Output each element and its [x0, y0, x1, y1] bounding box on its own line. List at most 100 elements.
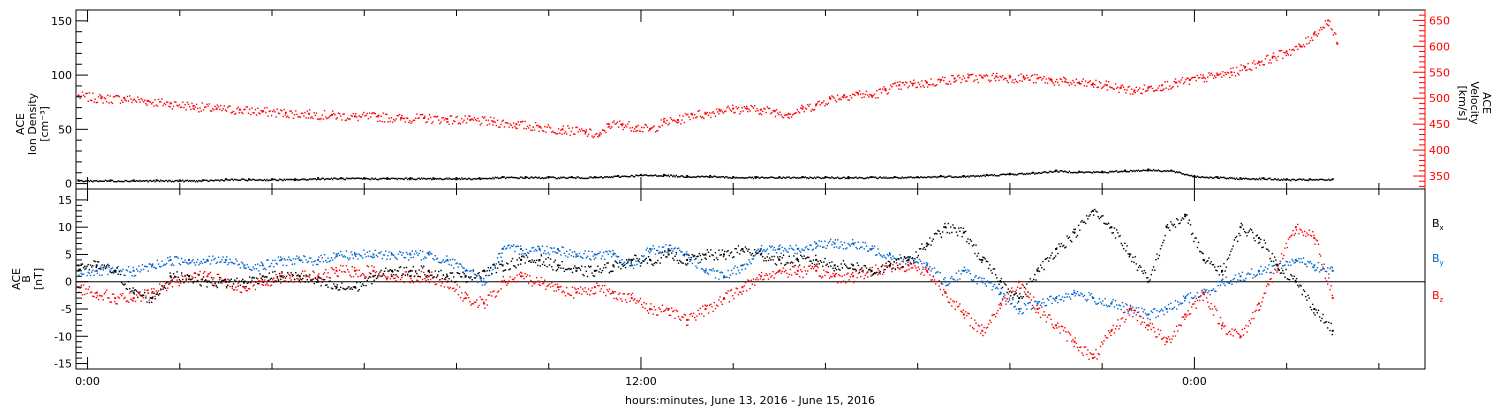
density-sample: [525, 176, 528, 179]
density-sample: [398, 177, 401, 180]
bz-sample: [401, 276, 403, 279]
by-sample: [367, 255, 370, 257]
by-sample: [1256, 274, 1259, 276]
bz-sample: [772, 270, 774, 273]
density-sample: [722, 175, 725, 178]
velocity-sample: [947, 83, 950, 85]
velocity-sample: [1211, 74, 1214, 76]
density-sample: [1248, 178, 1250, 180]
by-sample: [695, 265, 697, 267]
velocity-sample: [1050, 77, 1052, 80]
by-sample: [117, 265, 119, 268]
bz-sample: [370, 276, 372, 279]
bz-sample: [755, 278, 757, 281]
density-sample: [141, 180, 144, 182]
bz-sample: [651, 308, 653, 311]
density-sample: [1136, 170, 1139, 172]
velocity-sample: [1023, 78, 1026, 81]
density-sample: [670, 174, 673, 176]
velocity-sample: [161, 98, 163, 100]
bz-sample: [640, 303, 643, 306]
velocity-sample: [894, 82, 897, 84]
bz-sample: [981, 324, 983, 326]
by-sample: [778, 245, 780, 248]
velocity-sample: [997, 76, 999, 78]
density-sample: [1075, 172, 1078, 174]
by-sample: [1059, 298, 1061, 301]
by-sample: [1322, 266, 1324, 268]
bz-point-45: [907, 264, 910, 267]
bz-sample: [420, 270, 423, 273]
bz-sample: [122, 292, 124, 295]
velocity-sample: [576, 126, 578, 128]
density-sample: [1258, 177, 1261, 179]
velocity-sample: [1286, 52, 1289, 55]
by-sample: [883, 254, 885, 257]
by-sample: [1163, 313, 1165, 316]
bz-sample: [328, 276, 330, 279]
velocity-sample: [270, 114, 273, 117]
bz-sample: [157, 290, 160, 292]
bz-sample: [923, 274, 925, 276]
by-sample: [756, 249, 758, 252]
density-sample: [1087, 171, 1089, 173]
velocity-sample: [503, 126, 506, 128]
bx-sample: [283, 280, 285, 282]
bz-sample: [1299, 228, 1301, 230]
by-sample: [1167, 303, 1170, 306]
by-sample: [411, 250, 413, 252]
velocity-sample: [691, 114, 694, 116]
bx-point-21: [464, 275, 467, 278]
by-sample: [399, 251, 402, 254]
velocity-sample: [497, 126, 500, 128]
velocity-sample: [103, 97, 106, 99]
velocity-sample: [423, 117, 425, 119]
density-sample: [457, 178, 460, 180]
by-sample: [1159, 310, 1162, 312]
velocity-sample: [907, 86, 909, 89]
bx-sample: [266, 276, 268, 278]
velocity-sample: [154, 99, 156, 101]
bz-sample: [988, 323, 990, 325]
velocity-sample: [1167, 88, 1170, 91]
bz-sample: [801, 270, 803, 273]
density-sample: [841, 177, 843, 179]
bz-sample: [1235, 330, 1238, 333]
by-sample: [1292, 260, 1294, 262]
bz-sample: [366, 264, 368, 267]
density-sample: [1210, 176, 1212, 179]
bz-sample: [1127, 310, 1129, 312]
velocity-sample: [164, 103, 167, 106]
velocity-sample: [439, 122, 441, 125]
bz-sample: [570, 294, 573, 297]
by-sample: [560, 254, 562, 256]
bx-sample: [244, 280, 246, 282]
by-sample: [404, 256, 407, 259]
bz-sample: [1305, 235, 1307, 238]
density-sample: [1142, 169, 1144, 171]
by-sample: [890, 257, 892, 259]
by-sample: [878, 252, 880, 255]
density-sample: [853, 177, 855, 179]
density-sample: [1179, 171, 1181, 174]
velocity-sample: [843, 94, 846, 96]
density-sample: [664, 174, 666, 176]
by-sample: [485, 282, 487, 284]
bz-sample: [1258, 309, 1261, 311]
bz-sample: [632, 299, 635, 301]
density-sample: [122, 181, 124, 183]
density-sample: [202, 179, 205, 181]
by-sample: [345, 250, 348, 252]
by-sample: [284, 259, 287, 261]
bz-sample: [891, 270, 893, 273]
density-sample: [1158, 170, 1161, 172]
density-sample: [1207, 176, 1209, 179]
by-sample: [408, 259, 410, 261]
density-sample: [357, 177, 359, 179]
by-sample: [358, 253, 360, 255]
bx-sample: [199, 284, 201, 286]
density-sample: [387, 178, 389, 180]
velocity-sample: [1144, 90, 1147, 92]
bz-sample: [557, 288, 560, 291]
bx-sample: [135, 290, 138, 292]
